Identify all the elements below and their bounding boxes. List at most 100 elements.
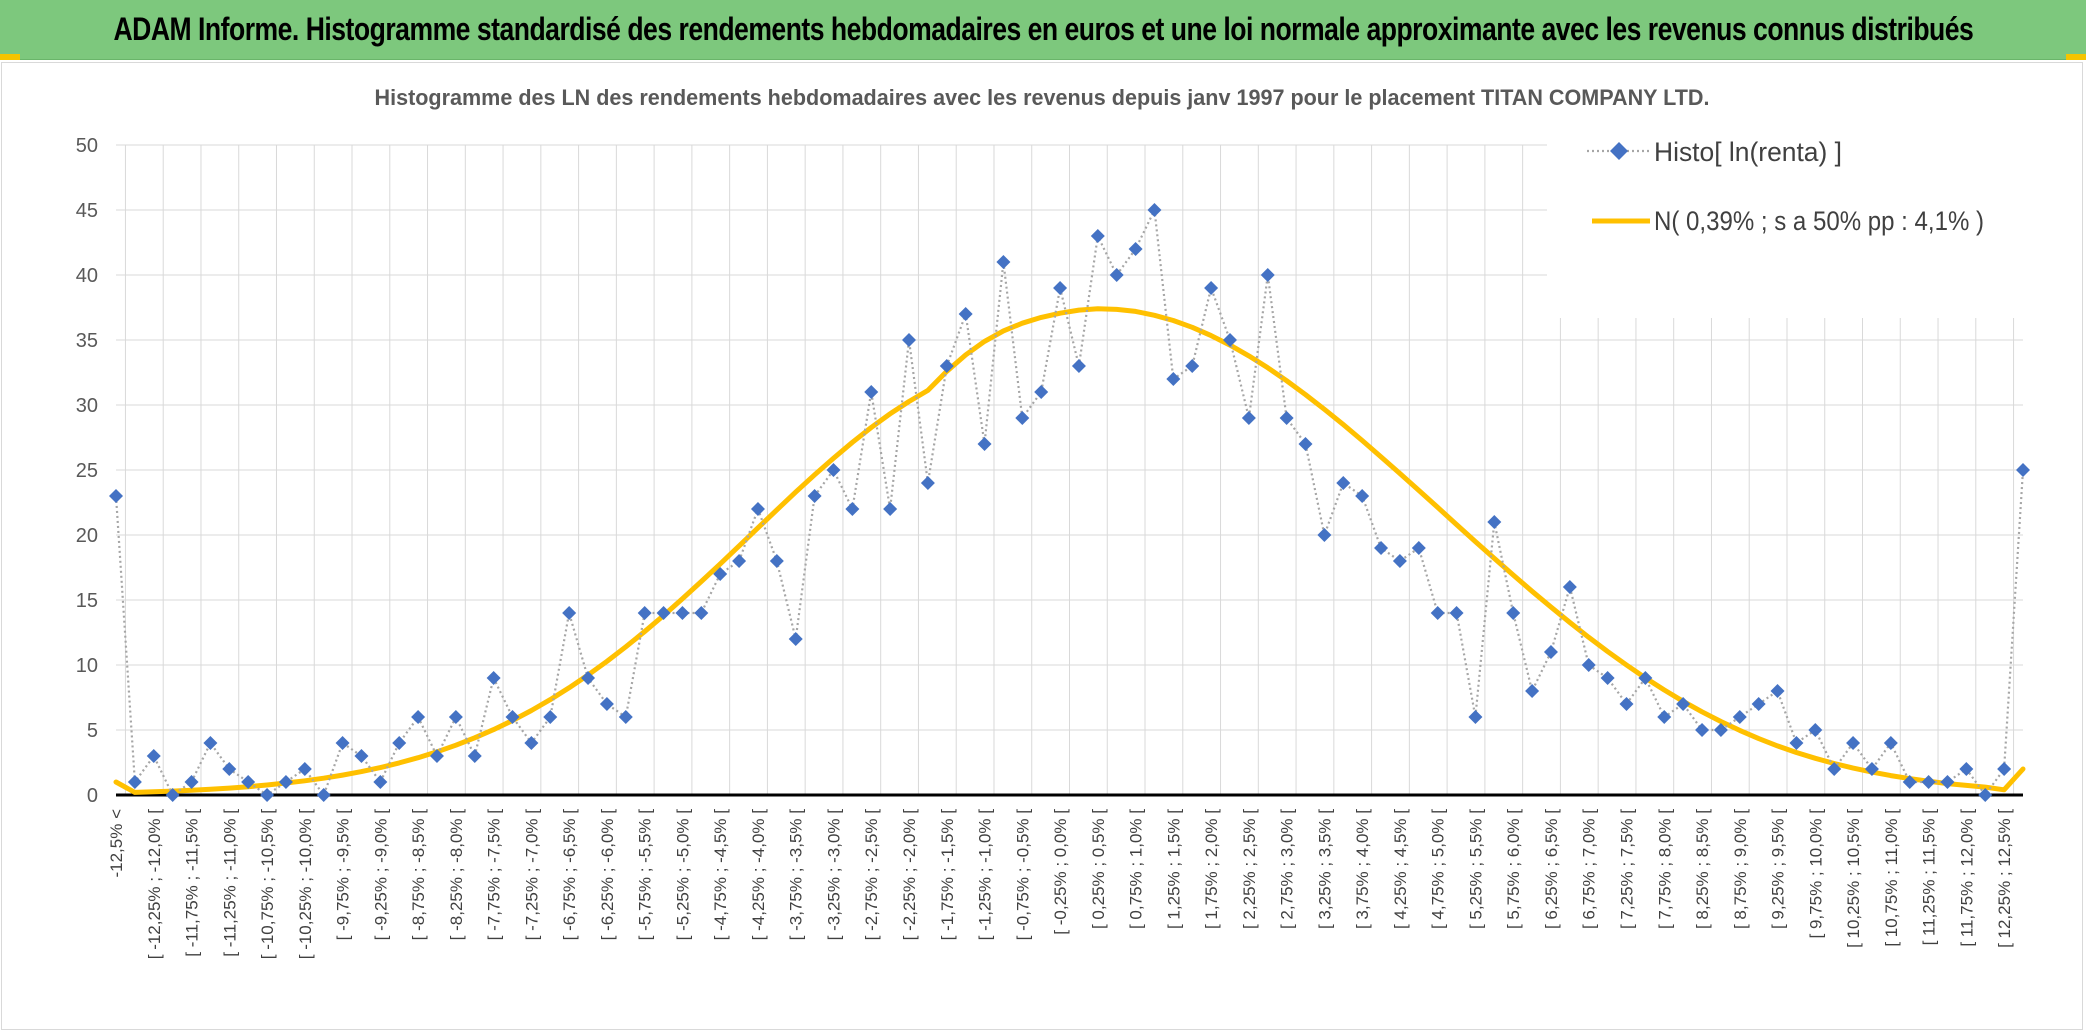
histo-point [543, 710, 558, 724]
histo-point [1600, 671, 1615, 685]
histo-point [1204, 281, 1219, 295]
histo-point [864, 385, 879, 399]
x-tick-label: [ -11,75% ; -11,5% [ [183, 809, 202, 957]
histo-point [562, 606, 577, 620]
histo-point [1034, 385, 1049, 399]
histo-point [203, 736, 218, 750]
histo-point [1619, 697, 1634, 711]
x-tick-label: [ 2,75% ; 3,0% [ [1278, 809, 1297, 929]
histo-point [1713, 723, 1728, 737]
x-tick-label: [ 12,25% ; 12,5% [ [1995, 809, 2014, 948]
histo-point [1751, 697, 1766, 711]
y-tick-label: 30 [76, 395, 98, 417]
x-tick-label: [ -4,25% ; -4,0% [ [749, 809, 768, 941]
histo-point [1581, 658, 1596, 672]
histo-point [845, 502, 860, 516]
histo-point [1071, 359, 1086, 373]
histo-point [1978, 788, 1993, 802]
report-title: ADAM Informe. Histogramme standardisé de… [113, 11, 1973, 47]
corner-accent-left [0, 54, 20, 60]
histo-point [260, 788, 275, 802]
histo-point [1997, 762, 2012, 776]
histo-point [429, 749, 444, 763]
x-tick-label: [ -10,75% ; -10,5% [ [258, 809, 277, 960]
histo-point [675, 606, 690, 620]
histo-point [1053, 281, 1068, 295]
histo-point [713, 567, 728, 581]
x-tick-label: [ 0,75% ; 1,0% [ [1127, 809, 1146, 929]
x-tick-label: [ -2,25% ; -2,0% [ [900, 809, 919, 941]
chart-title: Histogramme des LN des rendements hebdom… [375, 85, 1710, 110]
histo-point [656, 606, 671, 620]
x-tick-label: [ -5,25% ; -5,0% [ [673, 809, 692, 941]
histo-point [1808, 723, 1823, 737]
histo-point [1732, 710, 1747, 724]
x-tick-label: [ -10,25% ; -10,0% [ [296, 809, 315, 960]
histo-point [1846, 736, 1861, 750]
y-tick-label: 0 [87, 785, 98, 807]
histo-point [750, 502, 765, 516]
histo-point [373, 775, 388, 789]
x-tick-label: [ -9,75% ; -9,5% [ [334, 809, 353, 941]
x-tick-label: [ -1,25% ; -1,0% [ [976, 809, 995, 941]
histo-point [807, 489, 822, 503]
histo-point [1959, 762, 1974, 776]
histo-point [1543, 645, 1558, 659]
histo-point [2016, 463, 2030, 477]
histo-point [524, 736, 539, 750]
x-tick-label: [ 8,25% ; 8,5% [ [1693, 809, 1712, 929]
x-tick-label: [ 1,75% ; 2,0% [ [1202, 809, 1221, 929]
x-tick-label: [ -7,75% ; -7,5% [ [485, 809, 504, 941]
histo-point [127, 775, 142, 789]
histo-point [1128, 242, 1143, 256]
histogram-chart: Histogramme des LN des rendements hebdom… [76, 85, 2030, 960]
report-header: ADAM Informe. Histogramme standardisé de… [0, 0, 2086, 60]
histo-point [618, 710, 633, 724]
x-tick-label: [ 11,75% ; 12,0% [ [1957, 809, 1976, 947]
histo-point [883, 502, 898, 516]
x-tick-label: [ -3,25% ; -3,0% [ [824, 809, 843, 941]
histo-point [694, 606, 709, 620]
histo-point [1015, 411, 1030, 425]
x-tick-label: [ -0,75% ; -0,5% [ [1013, 809, 1032, 941]
x-tick-label: [ -2,75% ; -2,5% [ [862, 809, 881, 941]
y-tick-label: 35 [76, 330, 98, 352]
histo-point [278, 775, 293, 789]
y-tick-label: 45 [76, 200, 98, 222]
y-tick-label: 40 [76, 265, 98, 287]
histo-point [637, 606, 652, 620]
histo-point [1921, 775, 1936, 789]
histo-point [1166, 372, 1181, 386]
histo-point [1109, 268, 1124, 282]
histo-point [1468, 710, 1483, 724]
x-tick-label: [ 9,75% ; 10,0% [ [1806, 809, 1825, 939]
histo-point [1374, 541, 1389, 555]
histo-point [732, 554, 747, 568]
histo-point [1902, 775, 1917, 789]
x-tick-label: [ -11,25% ; -11,0% [ [220, 809, 239, 957]
x-tick-label: [ 2,25% ; 2,5% [ [1240, 809, 1259, 929]
histo-point [1298, 437, 1313, 451]
x-tick-label: [ 1,25% ; 1,5% [ [1164, 809, 1183, 929]
histo-point [1317, 528, 1332, 542]
histo-point [1525, 684, 1540, 698]
x-tick-label: [ -7,25% ; -7,0% [ [522, 809, 541, 941]
histo-point [1355, 489, 1370, 503]
histo-point [939, 359, 954, 373]
x-tick-label: [ 4,75% ; 5,0% [ [1429, 809, 1448, 929]
histo-point [1241, 411, 1256, 425]
histo-point [1449, 606, 1464, 620]
histo-point [222, 762, 237, 776]
legend-histo-marker [1610, 142, 1628, 160]
x-tick-label: [ -1,75% ; -1,5% [ [938, 809, 957, 941]
histo-point [1279, 411, 1294, 425]
histo-point [335, 736, 350, 750]
histo-point [1506, 606, 1521, 620]
histo-point [448, 710, 463, 724]
histo-point [958, 307, 973, 321]
x-tick-label: [ 4,25% ; 4,5% [ [1391, 809, 1410, 929]
histo-point [1147, 203, 1162, 217]
x-tick-label: [ -9,25% ; -9,0% [ [371, 809, 390, 941]
x-tick-label: [ 6,25% ; 6,5% [ [1542, 809, 1561, 929]
y-tick-label: 50 [76, 135, 98, 157]
